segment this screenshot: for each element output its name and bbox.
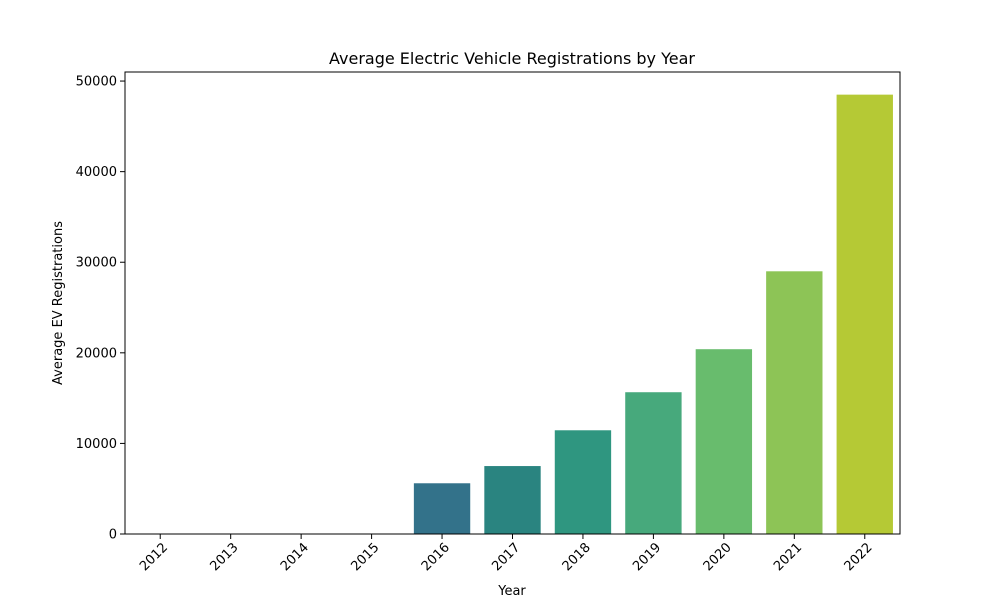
x-tick-label: 2018 xyxy=(560,540,594,574)
y-axis-label: Average EV Registrations xyxy=(51,221,66,385)
x-tick-label: 2022 xyxy=(842,540,876,574)
x-tick-label: 2021 xyxy=(771,540,805,574)
y-tick-label: 0 xyxy=(109,528,117,543)
x-tick-label: 2014 xyxy=(278,540,312,574)
bar-2017 xyxy=(484,466,541,534)
x-tick-label: 2012 xyxy=(137,540,171,574)
bar-2021 xyxy=(766,271,823,534)
bar-2022 xyxy=(836,94,893,534)
bar-2019 xyxy=(625,392,682,534)
bar-2018 xyxy=(554,430,612,534)
chart-title: Average Electric Vehicle Registrations b… xyxy=(329,49,695,68)
x-tick-label: 2019 xyxy=(630,540,664,574)
x-tick-label: 2020 xyxy=(701,540,735,574)
bar-2016 xyxy=(413,483,471,534)
x-tick-label: 2017 xyxy=(489,540,523,574)
x-tick-label: 2013 xyxy=(208,540,242,574)
x-axis-ticks: 2012 2013 2014 2015 2016 2017 2018 2019 2020 2021… xyxy=(137,534,876,574)
y-tick-label: 10000 xyxy=(76,437,117,452)
bars-group xyxy=(413,94,893,534)
x-axis-label: Year xyxy=(497,584,526,599)
y-tick-label: 50000 xyxy=(76,75,117,90)
x-tick-label: 2016 xyxy=(419,540,453,574)
y-axis-ticks: 0 10000 20000 30000 40000 50000 xyxy=(76,75,125,543)
y-tick-label: 20000 xyxy=(76,346,117,361)
bar-2020 xyxy=(695,349,753,534)
x-tick-label: 2015 xyxy=(348,540,382,574)
y-tick-label: 40000 xyxy=(76,165,117,180)
y-tick-label: 30000 xyxy=(76,256,117,271)
